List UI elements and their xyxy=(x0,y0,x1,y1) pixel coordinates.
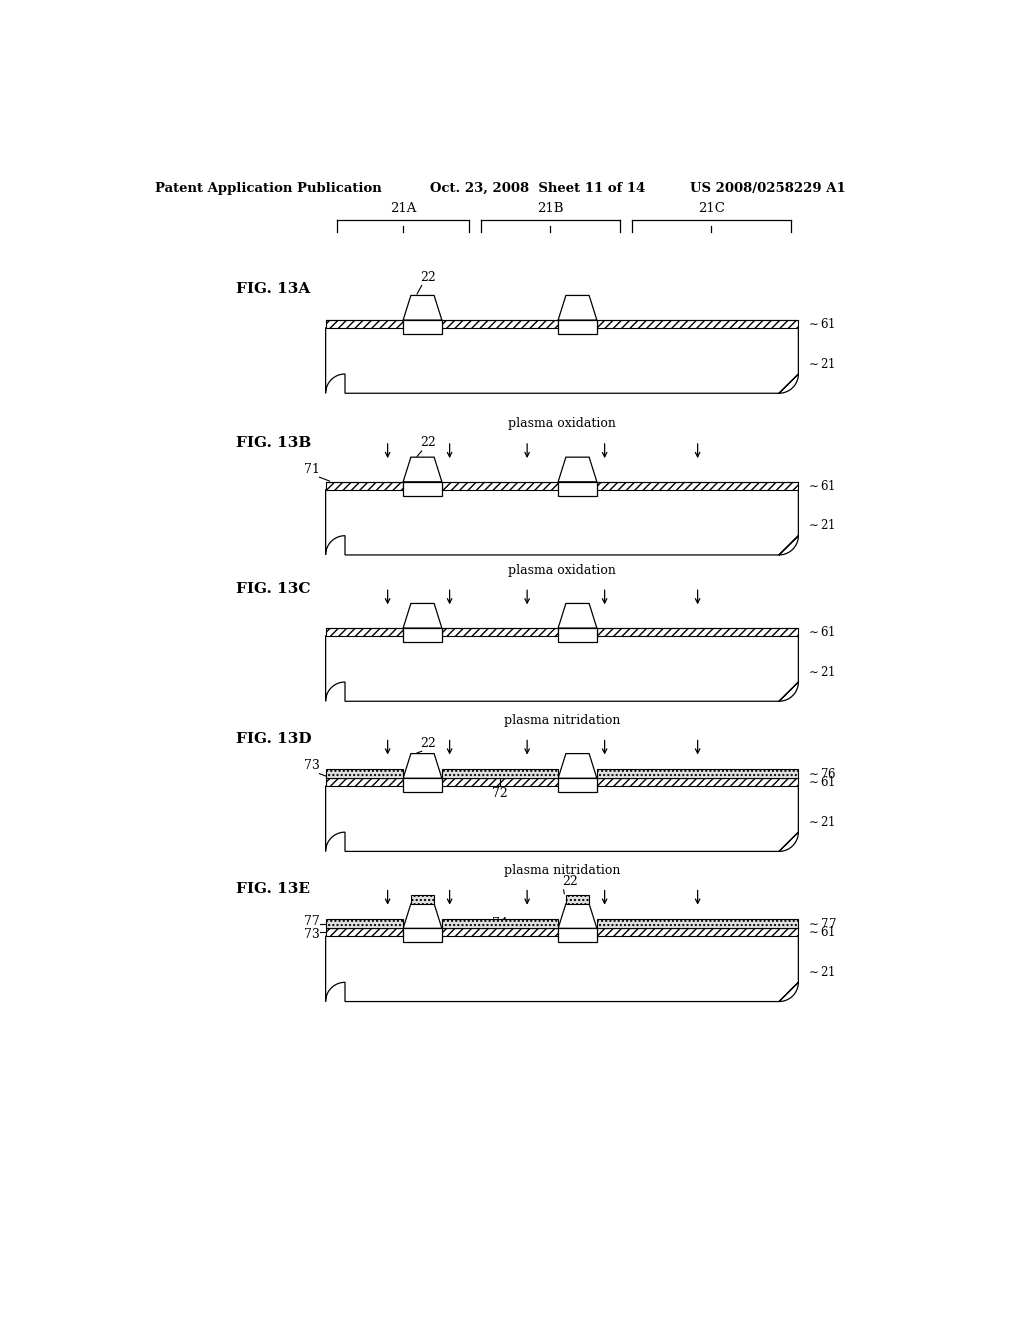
Polygon shape xyxy=(403,482,442,496)
Bar xyxy=(326,321,403,327)
Bar xyxy=(442,321,558,327)
Polygon shape xyxy=(403,628,442,642)
Text: 22: 22 xyxy=(420,271,436,284)
Text: plasma nitridation: plasma nitridation xyxy=(504,714,621,726)
Polygon shape xyxy=(326,936,799,1002)
Bar xyxy=(566,895,589,904)
Text: 21B: 21B xyxy=(538,202,563,215)
Text: $\sim$21: $\sim$21 xyxy=(806,814,836,829)
Text: 73: 73 xyxy=(303,759,319,772)
Text: Patent Application Publication: Patent Application Publication xyxy=(155,182,382,194)
Text: $\sim$61: $\sim$61 xyxy=(806,624,836,639)
Text: FIG. 13D: FIG. 13D xyxy=(237,733,312,746)
Bar xyxy=(597,919,799,928)
Text: $\sim$61: $\sim$61 xyxy=(806,317,836,331)
Polygon shape xyxy=(558,603,597,628)
Text: 22: 22 xyxy=(562,875,578,888)
Bar xyxy=(597,928,799,936)
Polygon shape xyxy=(558,296,597,321)
Text: FIG. 13B: FIG. 13B xyxy=(237,436,312,450)
Text: 77: 77 xyxy=(304,915,319,928)
Text: plasma oxidation: plasma oxidation xyxy=(508,564,616,577)
Bar xyxy=(326,919,403,928)
Polygon shape xyxy=(558,482,597,496)
Text: $\sim$61: $\sim$61 xyxy=(806,925,836,940)
Polygon shape xyxy=(403,296,442,321)
Text: plasma oxidation: plasma oxidation xyxy=(508,417,616,430)
Text: 71: 71 xyxy=(303,462,319,475)
Bar xyxy=(442,770,558,779)
Text: 21C: 21C xyxy=(697,202,725,215)
Bar xyxy=(597,321,799,327)
Text: US 2008/0258229 A1: US 2008/0258229 A1 xyxy=(690,182,846,194)
Polygon shape xyxy=(326,636,799,701)
Bar xyxy=(326,770,403,779)
Polygon shape xyxy=(403,603,442,628)
Text: $\sim$61: $\sim$61 xyxy=(806,775,836,789)
Polygon shape xyxy=(558,628,597,642)
Bar xyxy=(597,482,799,490)
Bar xyxy=(442,628,558,636)
Polygon shape xyxy=(326,785,799,851)
Text: 74: 74 xyxy=(493,917,508,931)
Bar xyxy=(326,928,403,936)
Text: FIG. 13E: FIG. 13E xyxy=(237,882,310,896)
Polygon shape xyxy=(326,490,799,554)
Polygon shape xyxy=(558,321,597,334)
Text: 21A: 21A xyxy=(390,202,417,215)
Polygon shape xyxy=(403,904,442,928)
Polygon shape xyxy=(403,457,442,482)
Bar xyxy=(442,919,558,928)
Bar xyxy=(326,779,403,785)
Polygon shape xyxy=(558,754,597,779)
Text: $\sim$21: $\sim$21 xyxy=(806,665,836,678)
Polygon shape xyxy=(403,754,442,779)
Bar xyxy=(442,928,558,936)
Bar xyxy=(442,779,558,785)
Text: 72: 72 xyxy=(493,788,508,800)
Text: $\sim$21: $\sim$21 xyxy=(806,356,836,371)
Bar xyxy=(326,482,403,490)
Polygon shape xyxy=(403,779,442,792)
Text: $\sim$21: $\sim$21 xyxy=(806,965,836,979)
Text: 22: 22 xyxy=(420,737,436,750)
Polygon shape xyxy=(403,928,442,942)
Polygon shape xyxy=(558,779,597,792)
Bar xyxy=(597,770,799,779)
Polygon shape xyxy=(558,457,597,482)
Polygon shape xyxy=(403,321,442,334)
Text: plasma nitridation: plasma nitridation xyxy=(504,863,621,876)
Text: $\sim$77: $\sim$77 xyxy=(806,917,837,931)
Bar xyxy=(326,628,403,636)
Bar xyxy=(597,628,799,636)
Text: 22: 22 xyxy=(420,437,436,450)
Bar xyxy=(411,895,434,904)
Polygon shape xyxy=(326,327,799,393)
Text: $\sim$21: $\sim$21 xyxy=(806,519,836,532)
Polygon shape xyxy=(558,928,597,942)
Text: 73: 73 xyxy=(303,928,319,941)
Polygon shape xyxy=(558,904,597,928)
Bar xyxy=(442,482,558,490)
Text: FIG. 13C: FIG. 13C xyxy=(237,582,311,595)
Text: $\sim$76: $\sim$76 xyxy=(806,767,837,780)
Text: FIG. 13A: FIG. 13A xyxy=(237,281,310,296)
Bar xyxy=(597,779,799,785)
Text: $\sim$61: $\sim$61 xyxy=(806,479,836,492)
Text: Oct. 23, 2008  Sheet 11 of 14: Oct. 23, 2008 Sheet 11 of 14 xyxy=(430,182,645,194)
